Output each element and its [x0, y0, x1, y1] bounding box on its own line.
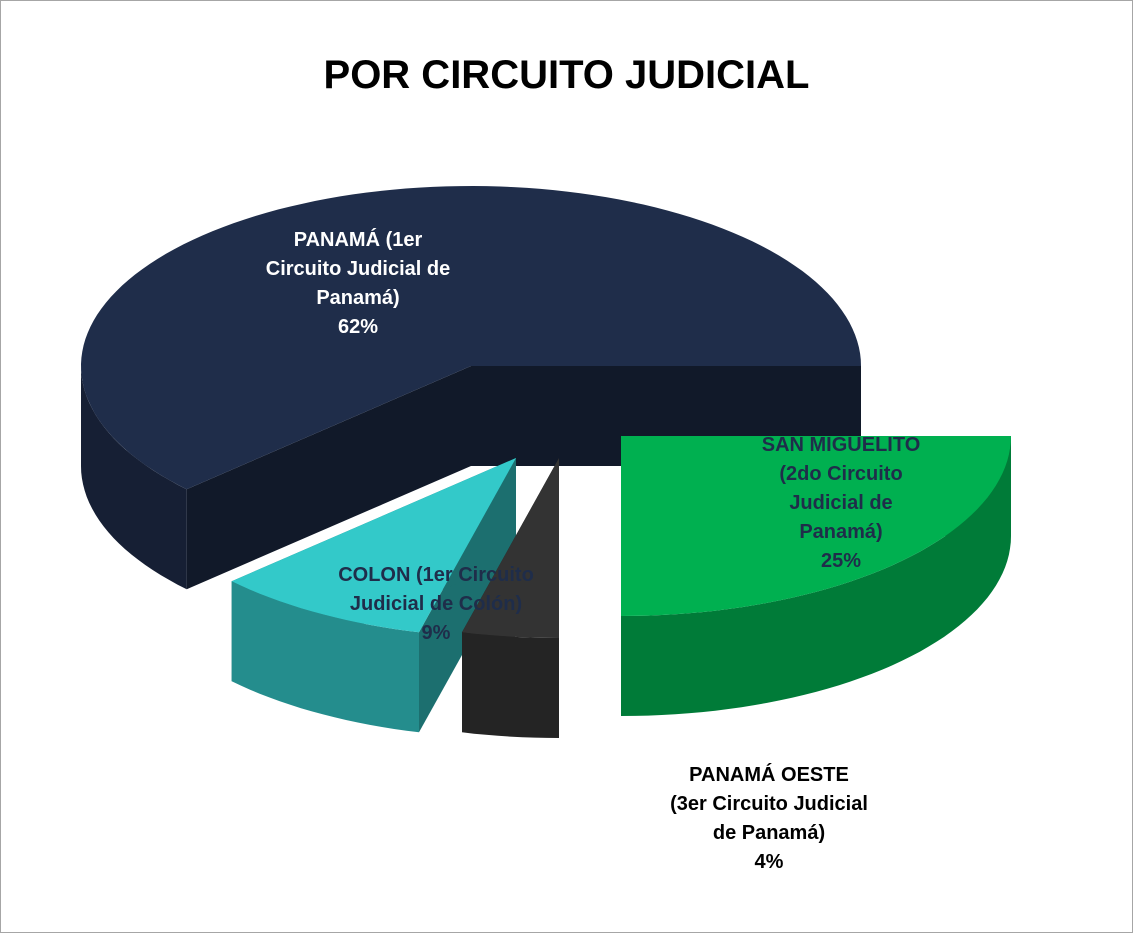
slice [621, 436, 1011, 616]
category-label: PANAMÁ OESTE (3er Circuito Judicial de P… [670, 764, 868, 844]
slice [231, 458, 516, 633]
data-label: PANAMÁ (1er Circuito Judicial de Panamá)… [263, 226, 453, 342]
data-label: SAN MIGUELITO (2do Circuito Judicial de … [746, 431, 936, 576]
category-label: PANAMÁ (1er Circuito Judicial de Panamá) [265, 229, 451, 309]
data-label: COLON (1er Circuito Judicial de Colón) 9% [336, 561, 536, 648]
value-label: 62% [337, 316, 379, 338]
value-label: 25% [820, 550, 862, 572]
value-label: 9% [421, 622, 451, 644]
slice-side [186, 366, 471, 590]
slice-wall [621, 436, 1011, 716]
slice-wall [81, 366, 187, 590]
chart-title: POR CIRCUITO JUDICIAL [323, 53, 810, 97]
data-label: PANAMÁ OESTE (3er Circuito Judicial de P… [669, 761, 869, 877]
slice [462, 458, 559, 638]
slice [81, 186, 861, 490]
slice-wall [462, 632, 559, 738]
value-label: 4% [754, 851, 784, 873]
category-label: SAN MIGUELITO (2do Circuito Judicial de … [761, 434, 921, 543]
category-label: COLON (1er Circuito Judicial de Colón) [338, 564, 534, 615]
slice-wall [231, 581, 419, 733]
